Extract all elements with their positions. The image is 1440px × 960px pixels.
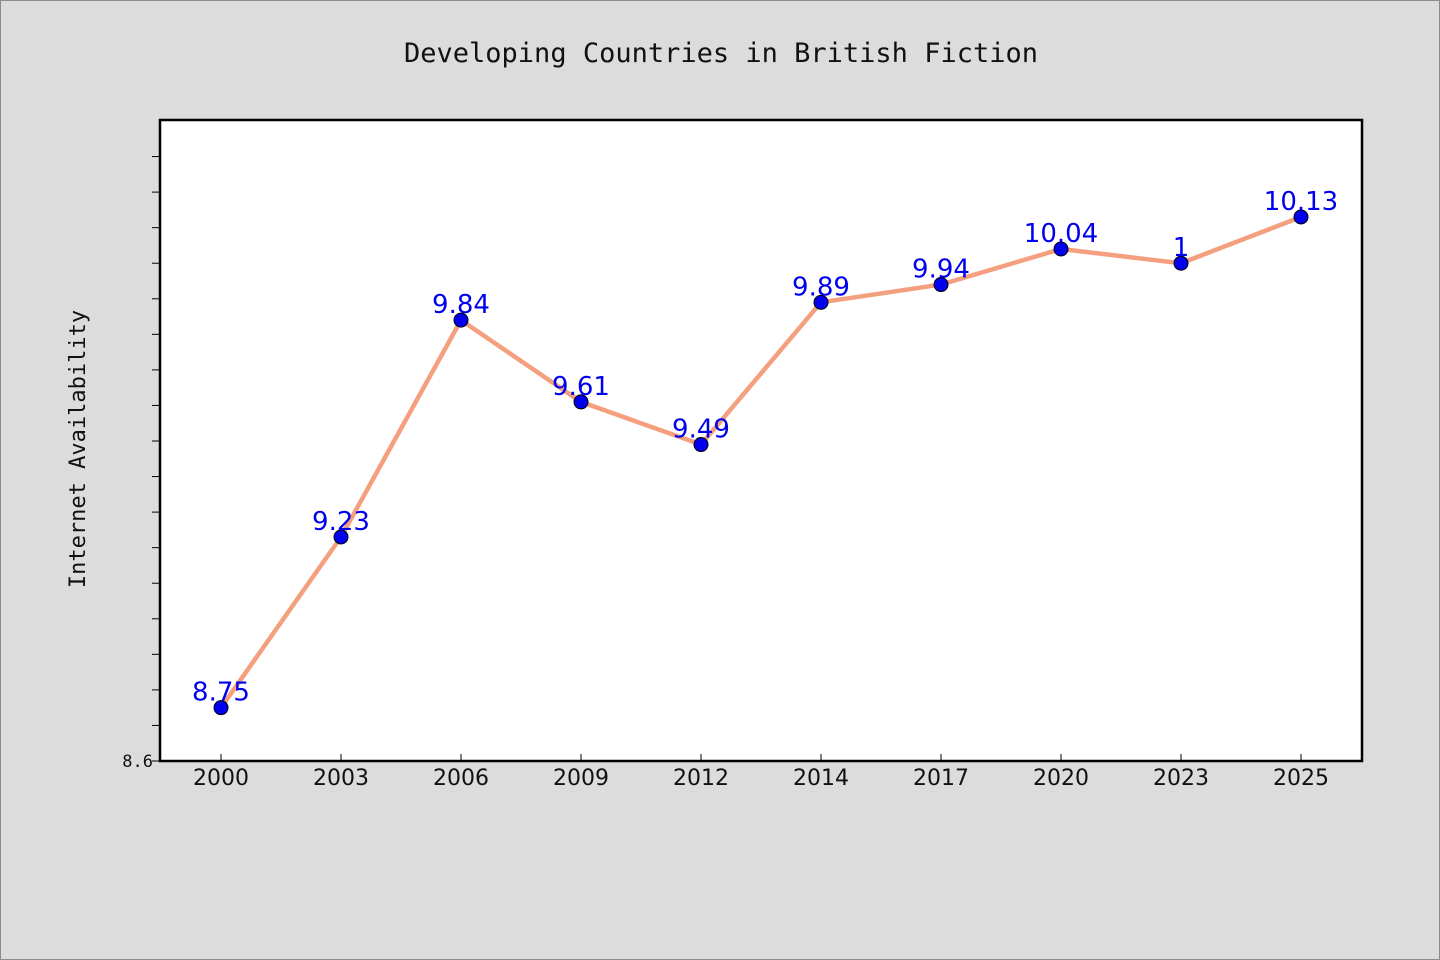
data-label: 9.84 bbox=[432, 290, 490, 320]
data-point bbox=[933, 277, 949, 293]
data-point bbox=[693, 437, 709, 453]
data-label: 10.04 bbox=[1024, 219, 1098, 249]
x-tick-label: 2023 bbox=[1153, 766, 1209, 791]
data-label: 9.89 bbox=[792, 272, 850, 302]
data-label: 1 bbox=[1173, 233, 1190, 263]
data-label: 8.75 bbox=[192, 678, 250, 708]
x-tick-label: 2006 bbox=[433, 766, 489, 791]
data-point bbox=[1293, 209, 1309, 225]
data-label: 9.94 bbox=[912, 255, 970, 285]
data-point bbox=[1173, 255, 1189, 271]
x-tick-label: 2017 bbox=[913, 766, 969, 791]
x-tick-label: 2014 bbox=[793, 766, 849, 791]
data-label: 9.49 bbox=[672, 415, 730, 445]
x-tick-label: 2025 bbox=[1273, 766, 1329, 791]
x-tick-label: 2020 bbox=[1033, 766, 1089, 791]
data-label: 9.23 bbox=[312, 507, 370, 537]
y-axis-label: Internet Availability bbox=[66, 310, 91, 588]
data-point bbox=[453, 312, 469, 328]
data-point bbox=[813, 294, 829, 310]
y-axis-ticks: 8.6 bbox=[122, 156, 161, 772]
x-axis-ticks: 2000 2003 2006 2009 2012 2014 2017 2020 2023 2025 bbox=[193, 754, 1329, 791]
data-point bbox=[1053, 241, 1069, 257]
x-tick-label: 2003 bbox=[313, 766, 369, 791]
y-tick-label: 8.6 bbox=[122, 752, 153, 772]
data-point bbox=[213, 700, 229, 716]
plot-area bbox=[158, 118, 1364, 763]
chart-title: Developing Countries in British Fiction bbox=[404, 38, 1038, 69]
series-layer: 8.75 9.23 9.84 9.61 9.49 9.89 9.94 10.04 1 10.13 bbox=[192, 187, 1338, 716]
data-point bbox=[573, 394, 589, 410]
x-tick-label: 2000 bbox=[193, 766, 249, 791]
data-label: 9.61 bbox=[552, 372, 610, 402]
data-label: 10.13 bbox=[1264, 187, 1338, 217]
series-line bbox=[218, 214, 1304, 710]
data-point bbox=[333, 529, 349, 545]
x-tick-label: 2009 bbox=[553, 766, 609, 791]
x-tick-label: 2012 bbox=[673, 766, 729, 791]
